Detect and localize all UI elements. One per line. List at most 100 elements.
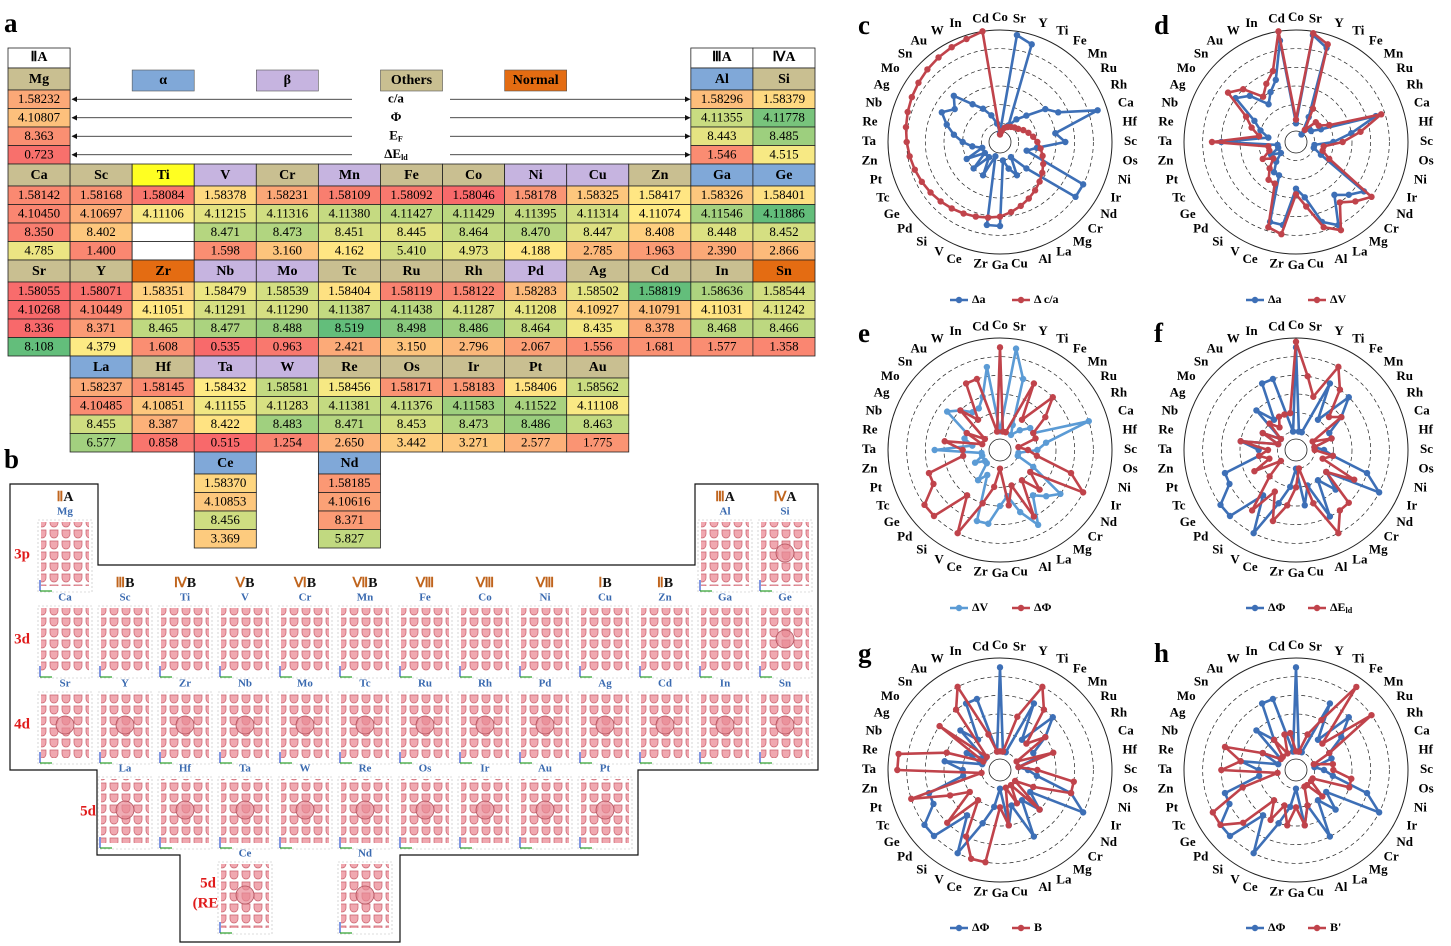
value-text: 8.452 [769,224,798,239]
orbital-grid [701,608,749,672]
category-label: Ce [1243,251,1258,266]
value-text: 4.11355 [701,110,743,125]
series-point [1253,727,1260,734]
element-symbol: Nd [340,456,358,471]
series-point [1259,429,1266,437]
value-text: 1.58406 [515,379,558,394]
value-text: 4.11395 [515,206,557,221]
tile-label: Nb [238,678,252,690]
category-label: Zr [973,563,988,578]
series-point [895,750,902,758]
series-point [959,138,966,146]
value-text: 8.468 [707,320,736,335]
center-circle [1284,758,1308,782]
category-label: La [1056,243,1072,258]
tile-label: Ru [418,678,432,690]
series-point [950,92,958,100]
category-label: Pd [1193,529,1209,544]
series-point [1040,160,1047,168]
category-label: V [934,243,944,258]
category-label: Zr [1269,563,1284,578]
tile-label: Ti [180,592,190,604]
value-text: 1.58370 [204,475,246,490]
element-symbol: Sc [94,168,108,183]
series-point [1007,208,1015,216]
value-text: 4.10791 [639,302,681,317]
orbital-grid [41,608,89,672]
series-point [1050,749,1057,756]
series-point [1023,165,1030,172]
group-numeral: Ⅲ [116,576,126,591]
series-point [957,407,964,414]
category-label: In [1245,643,1258,658]
category-label: Al [1334,559,1347,574]
value-cell [131,222,195,242]
orbital-center [415,800,435,820]
group-letter: B [187,576,196,591]
legend-sub: ld [1346,606,1353,615]
tile-label: Sc [120,592,131,604]
series-point [948,205,955,212]
series-point [981,457,989,465]
category-label: Cd [972,319,989,334]
orbital-center [775,543,795,563]
category-label: Sc [1420,761,1433,776]
value-text: 4.11291 [204,302,246,317]
element-symbol: Cr [279,168,295,183]
series-point [954,849,961,857]
category-label: Mo [881,688,900,703]
series-point [1014,125,1022,133]
series-point [1265,134,1272,141]
value-text: 4.11546 [701,206,743,221]
value-text: 2.785 [583,243,612,258]
series-point [1224,89,1232,96]
series-point [1326,833,1334,840]
series-point [1057,490,1064,498]
series-point [1301,194,1308,201]
orbital-center [595,800,615,820]
orbital-center [295,715,315,735]
grid-ring [1183,657,1409,883]
series-point [950,131,958,138]
category-label: Zr [1269,255,1284,270]
tile-label: Re [359,763,372,775]
value-text: 6.577 [86,435,116,450]
group-numeral: Ⅲ [715,490,725,505]
series-point [1240,819,1247,826]
category-label: Si [1212,541,1223,556]
group-letter: B [368,576,377,591]
value-text: 4.11316 [266,206,308,221]
series-point [988,112,995,119]
tile-label: W [300,763,311,775]
group-letter: B [245,576,254,591]
category-label: Ti [1056,330,1068,345]
value-text: 8.483 [273,416,302,431]
series-point [973,695,981,703]
series-point [1237,438,1244,445]
grid-ring [1202,48,1390,236]
series-point [1242,113,1250,120]
category-label: In [949,323,962,338]
legend-name: ΔV [972,600,989,614]
series-point [1246,92,1254,100]
category-label: Au [1206,33,1223,48]
series-point [1265,176,1272,183]
series-point [1029,133,1037,140]
series-point [1030,463,1037,471]
element-symbol: Si [778,72,790,87]
category-label: Rh [1406,385,1423,400]
category-label: Mg [1073,861,1092,876]
series-point [996,664,1004,671]
series-point [954,683,961,691]
category-label: Tc [1172,817,1185,832]
category-label: Cu [1011,883,1028,898]
series-point [996,465,1004,472]
category-label: Ce [947,251,962,266]
orbital-grid [161,608,209,672]
series-point [1292,116,1300,123]
element-symbol: Sr [32,264,46,279]
element-symbol: V [220,168,230,183]
category-label: Cd [1268,639,1285,654]
category-label: Ca [1414,95,1430,110]
series-point [983,363,991,371]
